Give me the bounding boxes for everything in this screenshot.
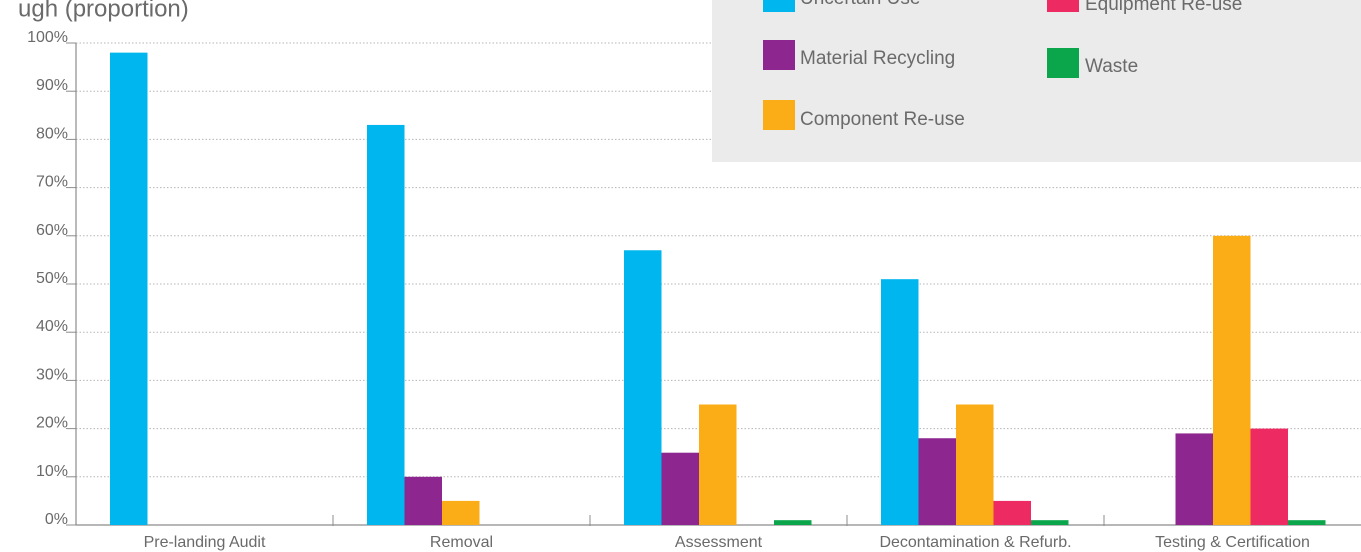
gridlines bbox=[76, 42, 1361, 478]
y-tick-label: 40% bbox=[36, 318, 68, 335]
x-tick-label: Decontamination & Refurb. bbox=[879, 534, 1071, 551]
bar-equipment-re-use-3 bbox=[993, 500, 1031, 525]
bar-waste-2 bbox=[774, 520, 812, 525]
legend-box bbox=[712, 0, 1361, 162]
bar-component-re-use-3 bbox=[956, 404, 994, 525]
y-tick-label: 30% bbox=[36, 366, 68, 383]
legend-label: Waste bbox=[1085, 56, 1138, 77]
legend-label: Component Re-use bbox=[800, 109, 965, 130]
legend: Uncertain Use Material Recycling Component… bbox=[712, 0, 1361, 162]
y-tick-label: 10% bbox=[36, 463, 68, 480]
x-tick-label: Assessment bbox=[675, 534, 763, 551]
bar-equipment-re-use-4 bbox=[1250, 428, 1288, 525]
legend-label: Material Recycling bbox=[800, 48, 955, 69]
bar-uncertain-use-1 bbox=[367, 124, 405, 525]
chart-title: ugh (proportion) bbox=[18, 0, 189, 22]
y-tick-label: 70% bbox=[36, 174, 68, 191]
y-axis: 0% 10% 20% 30% 40% 50% 60% 70% 80% 90% 100% bbox=[27, 29, 1361, 528]
bar-material-recycling-2 bbox=[661, 452, 699, 525]
bar-uncertain-use-2 bbox=[624, 250, 662, 525]
bar-component-re-use-2 bbox=[699, 404, 737, 525]
y-tick-label: 100% bbox=[27, 29, 68, 46]
x-tick-label: Removal bbox=[430, 534, 493, 551]
legend-swatch-equipment-re-use bbox=[1047, 0, 1079, 12]
bar-waste-4 bbox=[1288, 520, 1326, 525]
y-tick-label: 50% bbox=[36, 270, 68, 287]
bar-material-recycling-3 bbox=[918, 438, 956, 525]
bar-material-recycling-1 bbox=[404, 476, 442, 525]
x-axis: Pre-landing Audit Removal Assessment Decont… bbox=[144, 515, 1310, 551]
y-tick-label: 20% bbox=[36, 415, 68, 432]
legend-swatch-waste bbox=[1047, 48, 1079, 78]
bar-uncertain-use-0 bbox=[110, 52, 148, 525]
y-tick-label: 0% bbox=[45, 511, 68, 528]
legend-label: Equipment Re-use bbox=[1085, 0, 1242, 15]
x-tick-label: Testing & Certification bbox=[1155, 534, 1310, 551]
legend-swatch-component-re-use bbox=[763, 100, 795, 130]
y-tick-label: 80% bbox=[36, 125, 68, 142]
y-tick-label: 60% bbox=[36, 222, 68, 239]
legend-swatch-material-recycling bbox=[763, 40, 795, 70]
bar-component-re-use-1 bbox=[442, 500, 480, 525]
bars bbox=[110, 52, 1326, 526]
y-tick-label: 90% bbox=[36, 77, 68, 94]
bar-component-re-use-4 bbox=[1213, 235, 1251, 526]
legend-swatch-uncertain-use bbox=[763, 0, 795, 12]
bar-material-recycling-4 bbox=[1175, 433, 1213, 525]
legend-label: Uncertain Use bbox=[800, 0, 920, 9]
bar-uncertain-use-3 bbox=[881, 279, 919, 525]
x-tick-label: Pre-landing Audit bbox=[144, 534, 266, 551]
bar-waste-3 bbox=[1031, 520, 1069, 525]
